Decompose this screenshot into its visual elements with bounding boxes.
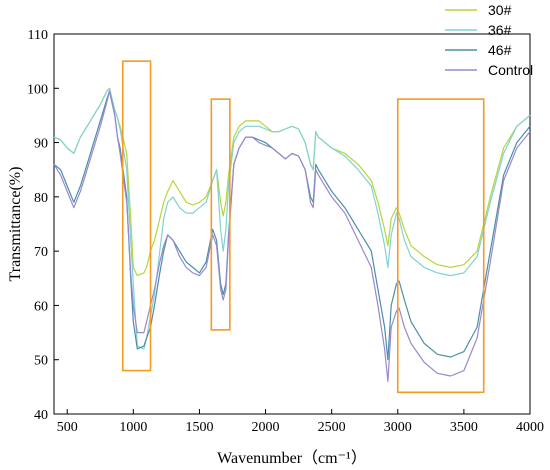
- x-tick-label-2: 1500: [185, 420, 213, 435]
- series-layer: [53, 87, 531, 382]
- y-tick-label-1: 50: [34, 354, 48, 369]
- x-tick-label-1: 1000: [119, 420, 147, 435]
- legend: 30# 36# 46# Control: [445, 2, 533, 78]
- y-tick-label-7: 110: [28, 28, 48, 43]
- legend-label-3: Control: [488, 62, 533, 78]
- legend-label-0: 30#: [488, 2, 512, 18]
- highlight-box-1: [210, 98, 231, 331]
- y-axis-title: Transmittance(%): [7, 167, 24, 282]
- legend-label-2: 46#: [488, 42, 512, 58]
- series-line-1: [53, 87, 531, 350]
- x-tick-label-4: 2500: [318, 420, 346, 435]
- y-axis: 40 50 60 70 80 90 100 110: [27, 28, 59, 423]
- y-tick-label-3: 70: [34, 245, 48, 260]
- highlight-box-0: [121, 60, 152, 372]
- x-axis-title: Wavenumber（cm⁻¹）: [217, 449, 367, 467]
- x-tick-label-7: 4000: [516, 420, 544, 435]
- x-tick-label-3: 2000: [252, 420, 280, 435]
- x-tick-label-0: 500: [57, 420, 78, 435]
- y-tick-label-5: 90: [34, 137, 48, 152]
- x-tick-label-5: 3000: [384, 420, 412, 435]
- plot-area: [53, 33, 531, 415]
- series-line-2: [53, 90, 531, 361]
- y-tick-label-2: 60: [34, 299, 48, 314]
- legend-label-1: 36#: [488, 22, 512, 38]
- x-tick-label-6: 3500: [450, 420, 478, 435]
- y-tick-label-4: 80: [34, 191, 48, 206]
- highlight-box-2: [396, 98, 485, 394]
- y-tick-label-0: 40: [34, 408, 48, 423]
- x-axis: 500 1000 1500 2000 2500 3000 3500 4000: [57, 409, 544, 435]
- y-tick-label-6: 100: [27, 82, 48, 97]
- plot-frame: [53, 33, 531, 415]
- series-line-0: [53, 87, 531, 277]
- highlight-boxes: [121, 60, 485, 394]
- series-line-3: [53, 90, 531, 382]
